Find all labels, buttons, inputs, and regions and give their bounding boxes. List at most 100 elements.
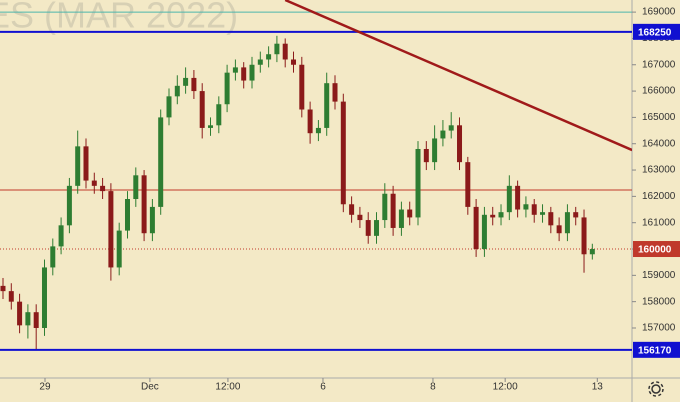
- candle-body: [232, 67, 238, 73]
- plot-area: [0, 0, 632, 351]
- y-tick-label: 161000: [642, 217, 676, 228]
- price-label-box: [633, 241, 680, 258]
- candle-body: [357, 214, 363, 221]
- candle-body: [183, 77, 189, 86]
- price-label: 160000: [638, 245, 672, 256]
- candle-body: [349, 204, 355, 215]
- candle-body: [124, 199, 130, 231]
- candle-body: [241, 67, 247, 81]
- candle-body: [8, 291, 14, 302]
- candle-body: [581, 217, 587, 255]
- y-tick-label: 164000: [642, 138, 676, 149]
- candle-body: [58, 225, 64, 247]
- x-tick-label: 13: [592, 382, 604, 393]
- price-label-box: [633, 23, 680, 40]
- candle-body: [457, 125, 463, 163]
- candle-body: [216, 104, 222, 126]
- candle-body: [324, 83, 330, 128]
- candle-body: [465, 162, 471, 207]
- candle-body: [390, 193, 396, 228]
- candle-body: [83, 146, 89, 181]
- x-tick-label: 12:00: [493, 382, 518, 393]
- candle-body: [490, 214, 496, 218]
- candle-body: [332, 83, 338, 102]
- candle-body: [0, 285, 6, 292]
- candle-body: [415, 148, 421, 218]
- settings-icon[interactable]: [648, 381, 664, 397]
- y-tick-label: 162000: [642, 191, 676, 202]
- candle-body: [224, 72, 230, 105]
- candle-body: [473, 206, 479, 250]
- y-tick-label: 163000: [642, 165, 676, 176]
- candle-body: [257, 59, 263, 65]
- candle-body: [365, 220, 371, 236]
- candle-body: [158, 117, 164, 207]
- candle-body: [564, 212, 570, 234]
- candle-body: [133, 175, 139, 200]
- candle-body: [481, 214, 487, 250]
- candle-body: [515, 185, 521, 210]
- x-tick-label: 29: [39, 382, 51, 393]
- candle-body: [141, 175, 147, 234]
- candle-body: [498, 212, 504, 218]
- candle-body: [75, 146, 81, 186]
- candle-body: [299, 64, 305, 110]
- x-tick-label: Dec: [141, 382, 159, 393]
- candle-body: [374, 220, 380, 236]
- y-tick-label: 166000: [642, 86, 676, 97]
- candle-body: [17, 301, 23, 326]
- price-label: 156170: [638, 345, 672, 356]
- candle-body: [423, 148, 429, 163]
- candle-body: [66, 185, 72, 226]
- candle-body: [166, 96, 172, 118]
- gear-teeth: [648, 381, 664, 397]
- candle-body: [25, 312, 31, 326]
- candle-body: [191, 77, 197, 92]
- x-tick-label: 6: [320, 382, 326, 393]
- candle-body: [282, 43, 288, 60]
- candle-body: [116, 230, 122, 268]
- price-label: 168250: [638, 27, 672, 38]
- candle-body: [50, 246, 56, 268]
- candle-body: [573, 212, 579, 218]
- y-tick-label: 159000: [642, 270, 676, 281]
- candle-body: [340, 101, 346, 205]
- candle-body: [41, 267, 47, 328]
- candle-body: [548, 212, 554, 226]
- candle-body: [506, 185, 512, 213]
- candle-body: [100, 185, 106, 192]
- candle-body: [523, 204, 529, 210]
- y-tick-label: 165000: [642, 112, 676, 123]
- candle-body: [249, 64, 255, 81]
- y-tick-label: 157000: [642, 323, 676, 334]
- candle-body: [149, 206, 155, 234]
- candle-body: [274, 43, 280, 55]
- price-label-box: [633, 341, 680, 358]
- candle-body: [432, 138, 438, 163]
- candle-body: [382, 193, 388, 221]
- candle-body: [407, 209, 413, 218]
- candle-body: [108, 191, 114, 268]
- candle-body: [174, 85, 180, 97]
- candle-body: [33, 312, 39, 328]
- candle-body: [91, 180, 97, 186]
- candle-body: [448, 125, 454, 131]
- y-tick-label: 158000: [642, 296, 676, 307]
- candle-body: [398, 209, 404, 228]
- candle-body: [440, 130, 446, 139]
- gear: [651, 384, 661, 394]
- y-tick-label: 169000: [642, 7, 676, 18]
- candle-body: [315, 127, 321, 134]
- x-tick-label: 8: [430, 382, 436, 393]
- candle-body: [540, 212, 546, 215]
- trend-line: [284, 0, 632, 152]
- y-tick-label: 167000: [642, 59, 676, 70]
- watermark: ES (MAR 2022): [0, 0, 238, 36]
- candle-body: [556, 225, 562, 234]
- candle-body: [208, 125, 214, 128]
- candle-body: [589, 249, 595, 255]
- candle-body: [199, 91, 205, 128]
- candle-body: [291, 59, 297, 65]
